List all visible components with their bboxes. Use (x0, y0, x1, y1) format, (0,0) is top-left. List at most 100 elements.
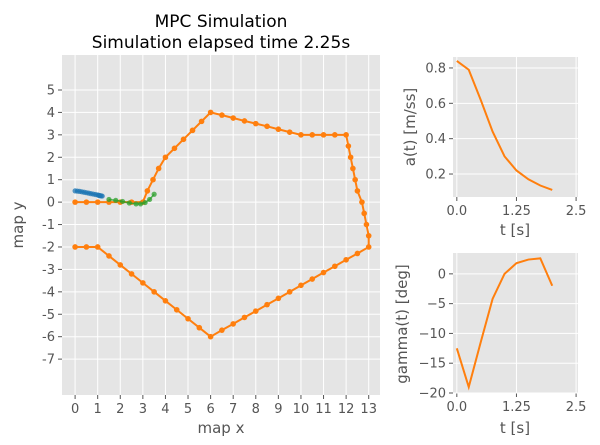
data-point (354, 188, 361, 194)
data-point (128, 271, 135, 277)
x-tick-label: 2.5 (566, 400, 587, 415)
accel-axes: 0.0 1.25 2.5 0.2 0.4 0.6 0.8 (425, 57, 586, 219)
data-point (106, 253, 112, 259)
data-point (144, 188, 151, 194)
data-point (151, 289, 157, 295)
y-tick-label: 3 (47, 128, 55, 143)
x-tick-label: 10 (293, 402, 310, 417)
x-tick-label: 2.5 (566, 204, 587, 219)
y-tick-label: 5 (47, 83, 55, 98)
y-tick-label: 2 (47, 151, 55, 166)
x-tick-label: 1 (94, 402, 102, 417)
data-point (363, 221, 370, 228)
gamma-xlabel: t [s] (500, 419, 530, 437)
y-tick-label: 1 (47, 173, 55, 188)
data-point (343, 132, 349, 138)
data-point (113, 197, 119, 203)
data-point (332, 263, 338, 270)
data-point (320, 132, 327, 138)
x-tick-label: 5 (184, 402, 192, 417)
series-line-0 (456, 60, 553, 191)
data-point (94, 244, 101, 250)
data-point (286, 129, 293, 135)
data-point (361, 210, 367, 217)
data-point (252, 308, 259, 314)
data-point (230, 321, 236, 327)
x-tick-label: 0.0 (446, 400, 467, 415)
main-ylabel: map y (9, 201, 27, 248)
y-tick-label: -6 (42, 330, 55, 345)
data-point (350, 165, 356, 172)
data-point (151, 191, 157, 197)
series-line-0 (75, 111, 370, 338)
y-tick-label: 0 (47, 196, 55, 211)
data-point (162, 154, 169, 161)
main-xlabel: map x (198, 419, 245, 437)
y-tick-label: -1 (42, 218, 55, 233)
data-point (230, 115, 236, 121)
chart-title: MPC Simulation (155, 12, 288, 32)
data-point (219, 327, 225, 333)
data-point (150, 176, 156, 183)
x-tick-label: 1.25 (502, 400, 531, 415)
data-point (286, 289, 293, 295)
y-tick-label: 0.6 (425, 97, 446, 112)
y-tick-label: −5 (427, 297, 446, 312)
chart-subtitle: Simulation elapsed time 2.25s (92, 33, 351, 53)
x-tick-label: 8 (252, 402, 260, 417)
data-point (117, 262, 124, 268)
data-point (94, 199, 101, 205)
data-point (332, 132, 338, 138)
x-tick-label: 13 (360, 402, 377, 417)
data-point (354, 250, 361, 257)
data-point (126, 200, 132, 206)
data-point (72, 199, 78, 205)
x-tick-label: 12 (338, 402, 355, 417)
data-point (106, 196, 112, 203)
y-tick-label: −15 (419, 357, 446, 372)
x-tick-label: 0 (71, 402, 79, 417)
accel-xlabel: t [s] (500, 221, 530, 239)
y-tick-label: 0.8 (425, 61, 446, 76)
x-tick-label: 4 (161, 402, 169, 417)
data-point (198, 118, 205, 125)
data-point (359, 199, 365, 205)
x-tick-label: 2 (116, 402, 124, 417)
data-point (352, 176, 358, 183)
x-tick-label: 0.0 (446, 204, 467, 219)
data-point (155, 165, 162, 172)
data-point (347, 154, 354, 161)
data-point (365, 232, 372, 239)
gamma-axes: 0.0 1.25 2.5 −20 −15 −10 −5 0 (419, 253, 587, 415)
data-point (72, 244, 78, 250)
y-tick-label: −10 (419, 327, 446, 342)
data-point (207, 333, 214, 340)
data-point (365, 244, 372, 250)
gamma-ylabel: gamma(t) [deg] (393, 264, 411, 383)
data-point (252, 120, 259, 127)
data-point (345, 143, 352, 149)
data-point (147, 196, 153, 203)
x-tick-label: 9 (274, 402, 282, 417)
data-point (275, 295, 282, 302)
data-point (241, 118, 248, 124)
x-tick-label: 7 (229, 402, 237, 417)
y-tick-label: -4 (42, 285, 55, 300)
data-point (196, 324, 203, 331)
data-point (162, 298, 169, 304)
y-tick-label: −20 (419, 387, 446, 402)
data-point (309, 276, 316, 282)
data-point (119, 198, 126, 205)
y-tick-label: 0 (438, 267, 446, 282)
y-tick-label: 0.2 (425, 168, 446, 183)
data-point (99, 193, 105, 199)
data-point (189, 127, 196, 134)
y-tick-label: -5 (42, 308, 55, 323)
data-point (142, 199, 148, 206)
data-point (219, 112, 225, 118)
data-point (171, 145, 178, 152)
data-point (275, 126, 282, 133)
data-point (264, 123, 270, 130)
data-point (309, 132, 316, 138)
